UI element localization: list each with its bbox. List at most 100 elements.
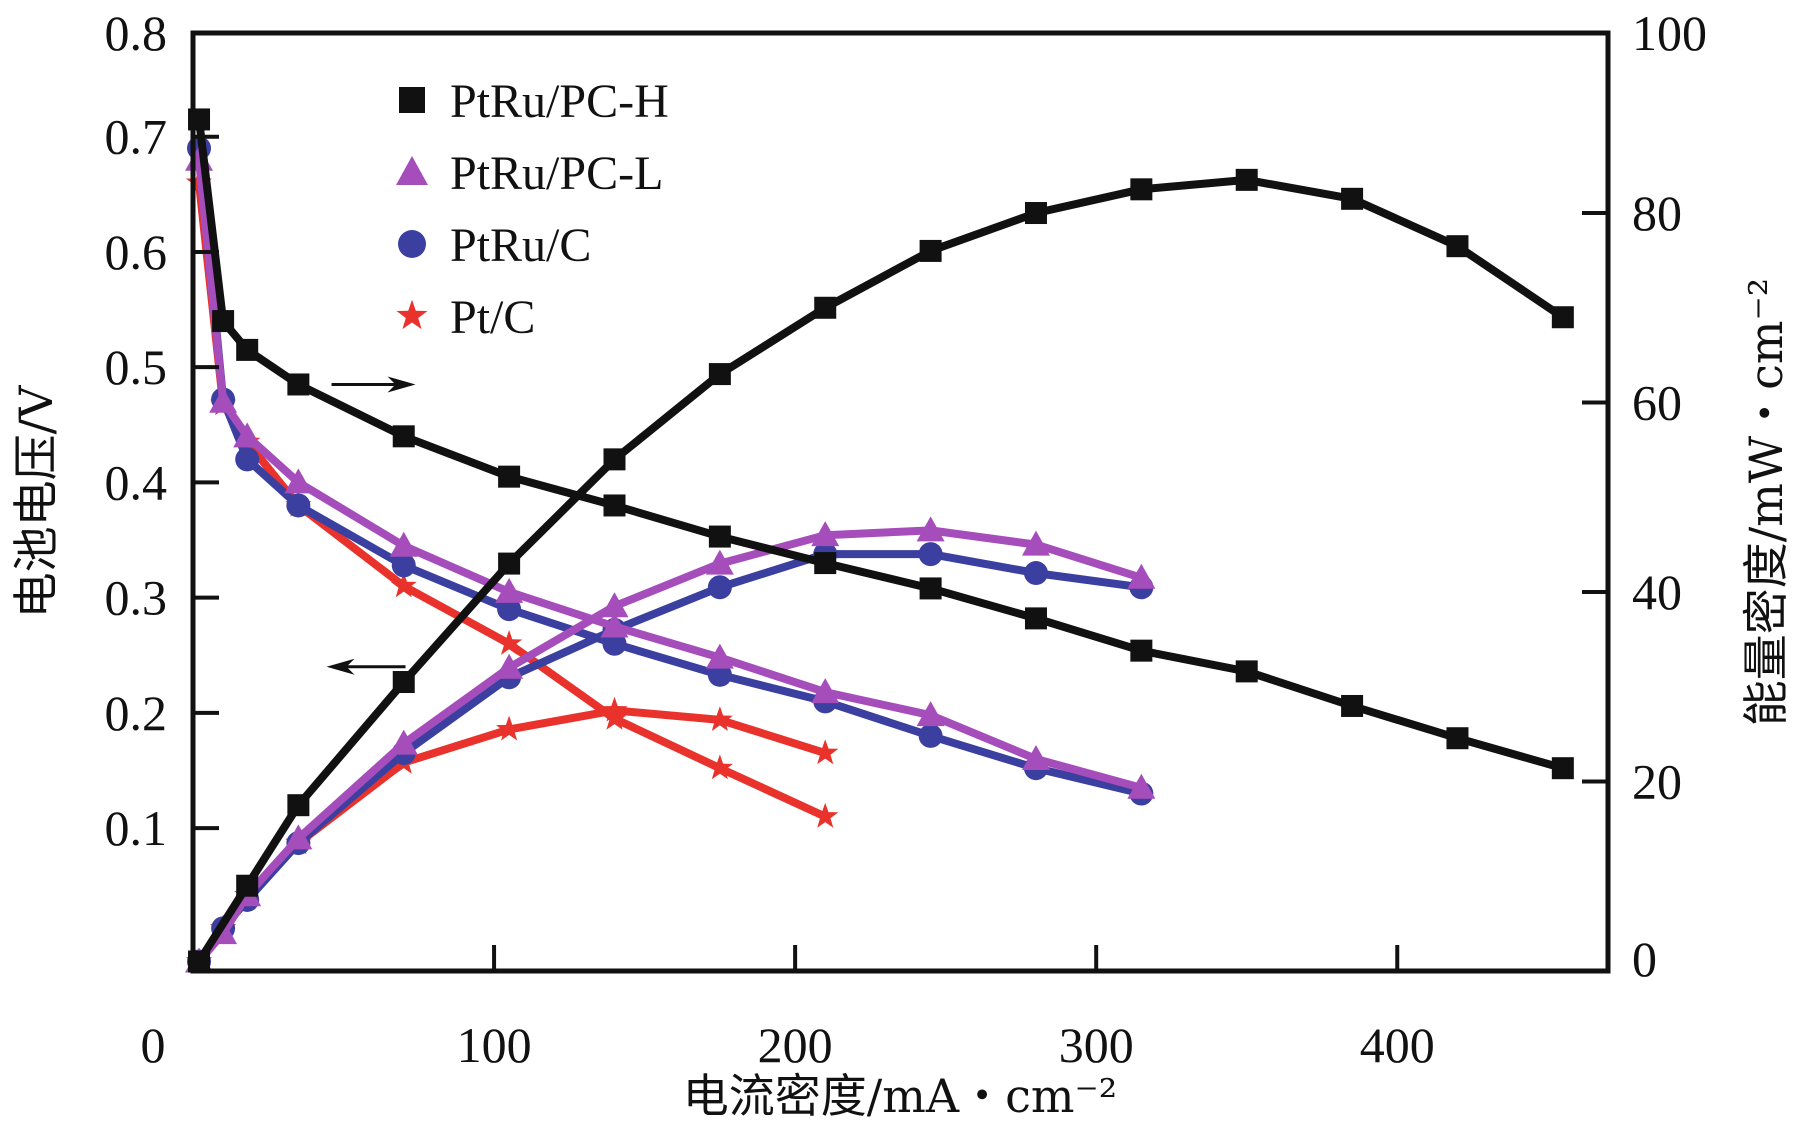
y-left-tick-label: 0.6 [105,224,168,280]
ptru-pc-l-voltage-point [600,612,629,638]
series-layer [185,108,1574,974]
ptru-c-voltage-point [391,553,416,578]
ptru-pc-h-power-point [814,296,837,319]
ptru-pc-h-voltage-point [392,425,415,448]
legend-label-ptru-pc-h: PtRu/PC-H [450,75,669,128]
y-right-tick-label: 40 [1632,564,1682,620]
ptru-pc-h-voltage-point [814,552,837,575]
ptru-pc-h-voltage-point [1024,607,1047,630]
y-left-tick-label: 0.5 [105,339,168,395]
ptru-pc-l-power-point [1127,563,1156,589]
x-axis-title: 电流密度/mA・cm⁻² [683,1069,1117,1123]
ptru-pc-h-power-point [1341,187,1364,210]
ptru-pc-l-voltage-point [233,422,262,448]
ptru-pc-l-voltage-point [811,678,840,704]
ptru-c-voltage-point [497,597,522,622]
legend-label-ptru-pc-l: PtRu/PC-L [450,147,663,200]
y-right-tick-label: 60 [1632,375,1682,431]
legend-label-ptru-c: PtRu/C [450,219,591,272]
y-left-tick-label: 0.8 [105,5,168,61]
y-axis-left-title: 电池电压/V [9,385,63,618]
ptru-c-power-point [918,542,943,567]
ptru-pc-l-voltage-line [195,155,1146,792]
y-axis-right-title: 能量密度/mW・cm⁻² [1739,278,1793,727]
ticks-layer: 0 100 200 300 400 0.1 0.2 0.3 0.4 0.5 0.6 0.7 0.8 0 20… [105,5,1708,1073]
ptru-pc-h-power-point [498,552,521,575]
legend: PtRu/PC-H PtRu/PC-L PtRu/C Pt/C [396,75,669,344]
ptru-pc-h-power-point [1235,168,1258,191]
ptru-pc-h-voltage-point [287,373,310,396]
ptru-c-voltage-point [286,493,311,518]
ptru-pc-l-power-point [811,521,840,547]
legend-label-pt-c: Pt/C [450,291,535,344]
pt-c-voltage-point [706,754,733,780]
ptru-c-voltage-point [918,723,943,748]
ptru-pc-h-voltage-line [195,115,1567,773]
pt-c-voltage-point [496,630,523,655]
y-left-tick-label: 0.3 [105,570,168,626]
ptru-pc-h-voltage-point [1235,660,1258,683]
ptru-pc-h-voltage-point [1551,757,1574,780]
ptru-pc-h-voltage-point [1446,727,1469,750]
ptru-pc-h-voltage-point [212,310,235,333]
ptru-pc-h-voltage-point [919,577,942,600]
ptru-pc-l-voltage-point [284,468,313,494]
pt-c-power-point [812,739,839,765]
pt-c-voltage-point [601,704,628,730]
ptru-c-voltage-line [195,144,1146,798]
ptru-pc-l-voltage-point [495,577,524,603]
ptru-pc-h-voltage-point [1130,639,1153,662]
legend-marker-ptru-c [398,230,426,258]
ptru-pc-h-power-point [392,671,415,694]
ptru-pc-l-voltage-point [209,387,238,413]
ptru-pc-l-voltage-point [916,701,945,727]
legend-marker-pt-c [396,299,428,330]
x-tick-label: 0 [141,1017,166,1073]
ptru-pc-h-power-point [1551,306,1574,329]
arrow-right-head [387,376,416,393]
y-left-tick-label: 0.7 [105,109,168,165]
x-tick-label: 300 [1059,1017,1134,1073]
y-left-tick-label: 0.4 [105,454,168,510]
ptru-pc-h-power-point [1024,202,1047,225]
ptru-pc-l-voltage-point [705,643,734,669]
y-right-tick-label: 100 [1632,5,1707,61]
y-right-tick-label: 20 [1632,754,1682,810]
ptru-pc-h-voltage-point [236,338,259,361]
y-left-tick-label: 0.1 [105,800,168,856]
x-tick-label: 400 [1360,1017,1435,1073]
pt-c-power-point [496,715,523,741]
pt-c-voltage-point [390,572,417,598]
ptru-pc-h-power-point [236,874,259,897]
ptru-pc-l-voltage-point [389,531,418,557]
y-right-tick-label: 0 [1632,931,1657,987]
legend-marker-ptru-pc-l [396,156,428,185]
ptru-pc-l-power-point [600,592,629,618]
ptru-pc-l-power-point [389,729,418,755]
ptru-c-power-point [707,575,732,600]
ptru-pc-h-power-point [1130,178,1153,201]
pt-c-power-point [706,706,733,731]
ptru-c-voltage-point [707,662,732,687]
annotations [326,376,416,675]
series-ptru-pc-h-power [188,168,1574,973]
ptru-pc-h-power-point [919,239,942,262]
ptru-pc-h-power-point [287,794,310,817]
ptru-pc-h-voltage-point [708,525,731,548]
y-right-tick-label: 80 [1632,185,1682,241]
pt-c-power-point [601,696,628,722]
ptru-pc-h-voltage-point [1341,694,1364,717]
ptru-pc-l-power-point [1021,530,1050,556]
legend-marker-ptru-pc-h [399,87,425,113]
series-ptru-pc-l-voltage [185,145,1156,799]
ptru-pc-l-voltage-point [1127,773,1156,799]
x-tick-label: 200 [758,1017,833,1073]
ptru-pc-h-power-point [603,448,626,471]
ptru-pc-h-power-point [1446,235,1469,258]
series-ptru-pc-h-voltage [188,108,1574,780]
ptru-pc-l-voltage-point [1021,744,1050,770]
ptru-pc-l-power-point [284,824,313,850]
y-left-tick-label: 0.2 [105,685,168,741]
plot-frame [190,30,1611,974]
